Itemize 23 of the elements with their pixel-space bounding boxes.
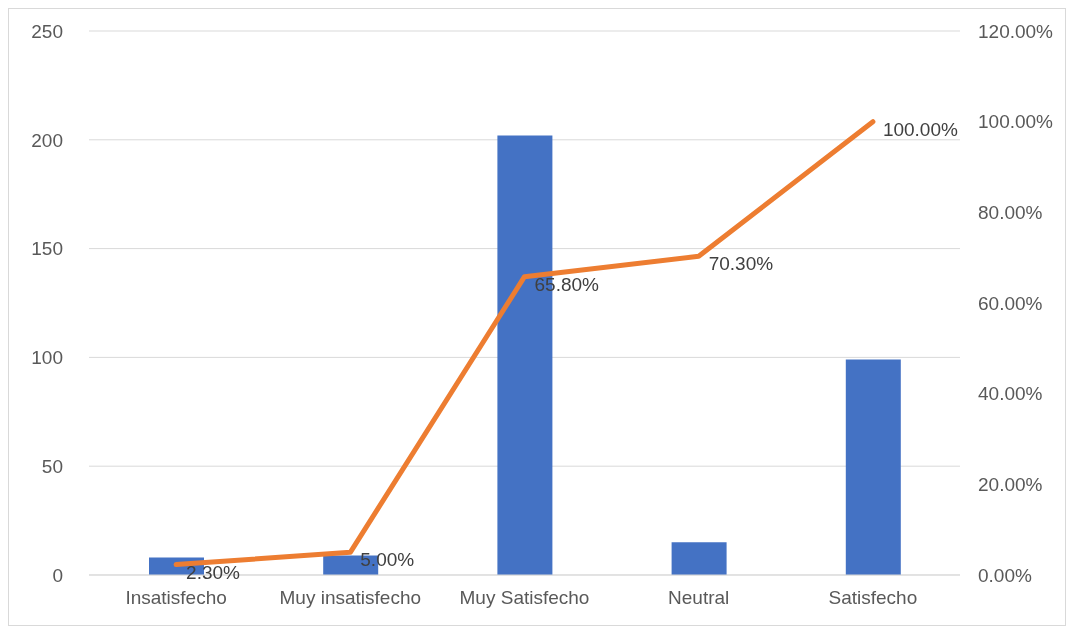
y2-tick-label: 100.00% — [978, 111, 1054, 133]
y2-tick-label: 60.00% — [978, 292, 1043, 314]
data-label: 2.30% — [186, 561, 241, 583]
y2-tick-label: 120.00% — [978, 20, 1054, 42]
x-tick-label: Muy Satisfecho — [459, 587, 590, 609]
y-tick-label: 50 — [41, 455, 63, 477]
y-tick-label: 200 — [31, 129, 63, 151]
y-tick-label: 100 — [31, 347, 63, 369]
y2-tick-label: 20.00% — [978, 474, 1043, 496]
x-tick-label: Muy insatisfecho — [279, 587, 422, 609]
x-tick-label: Satisfecho — [828, 587, 918, 609]
bar — [671, 542, 727, 575]
y-tick-label: 0 — [52, 564, 63, 586]
y2-tick-label: 80.00% — [978, 202, 1043, 224]
y-tick-label: 250 — [31, 20, 63, 42]
y2-tick-label: 0.00% — [978, 564, 1032, 586]
x-tick-label: Neutral — [668, 587, 730, 609]
data-label: 100.00% — [882, 118, 959, 140]
bar — [845, 359, 901, 575]
y-tick-label: 150 — [31, 238, 63, 260]
data-label: 70.30% — [708, 253, 774, 275]
x-tick-label: Insatisfecho — [125, 587, 227, 609]
y2-tick-label: 40.00% — [978, 383, 1043, 405]
